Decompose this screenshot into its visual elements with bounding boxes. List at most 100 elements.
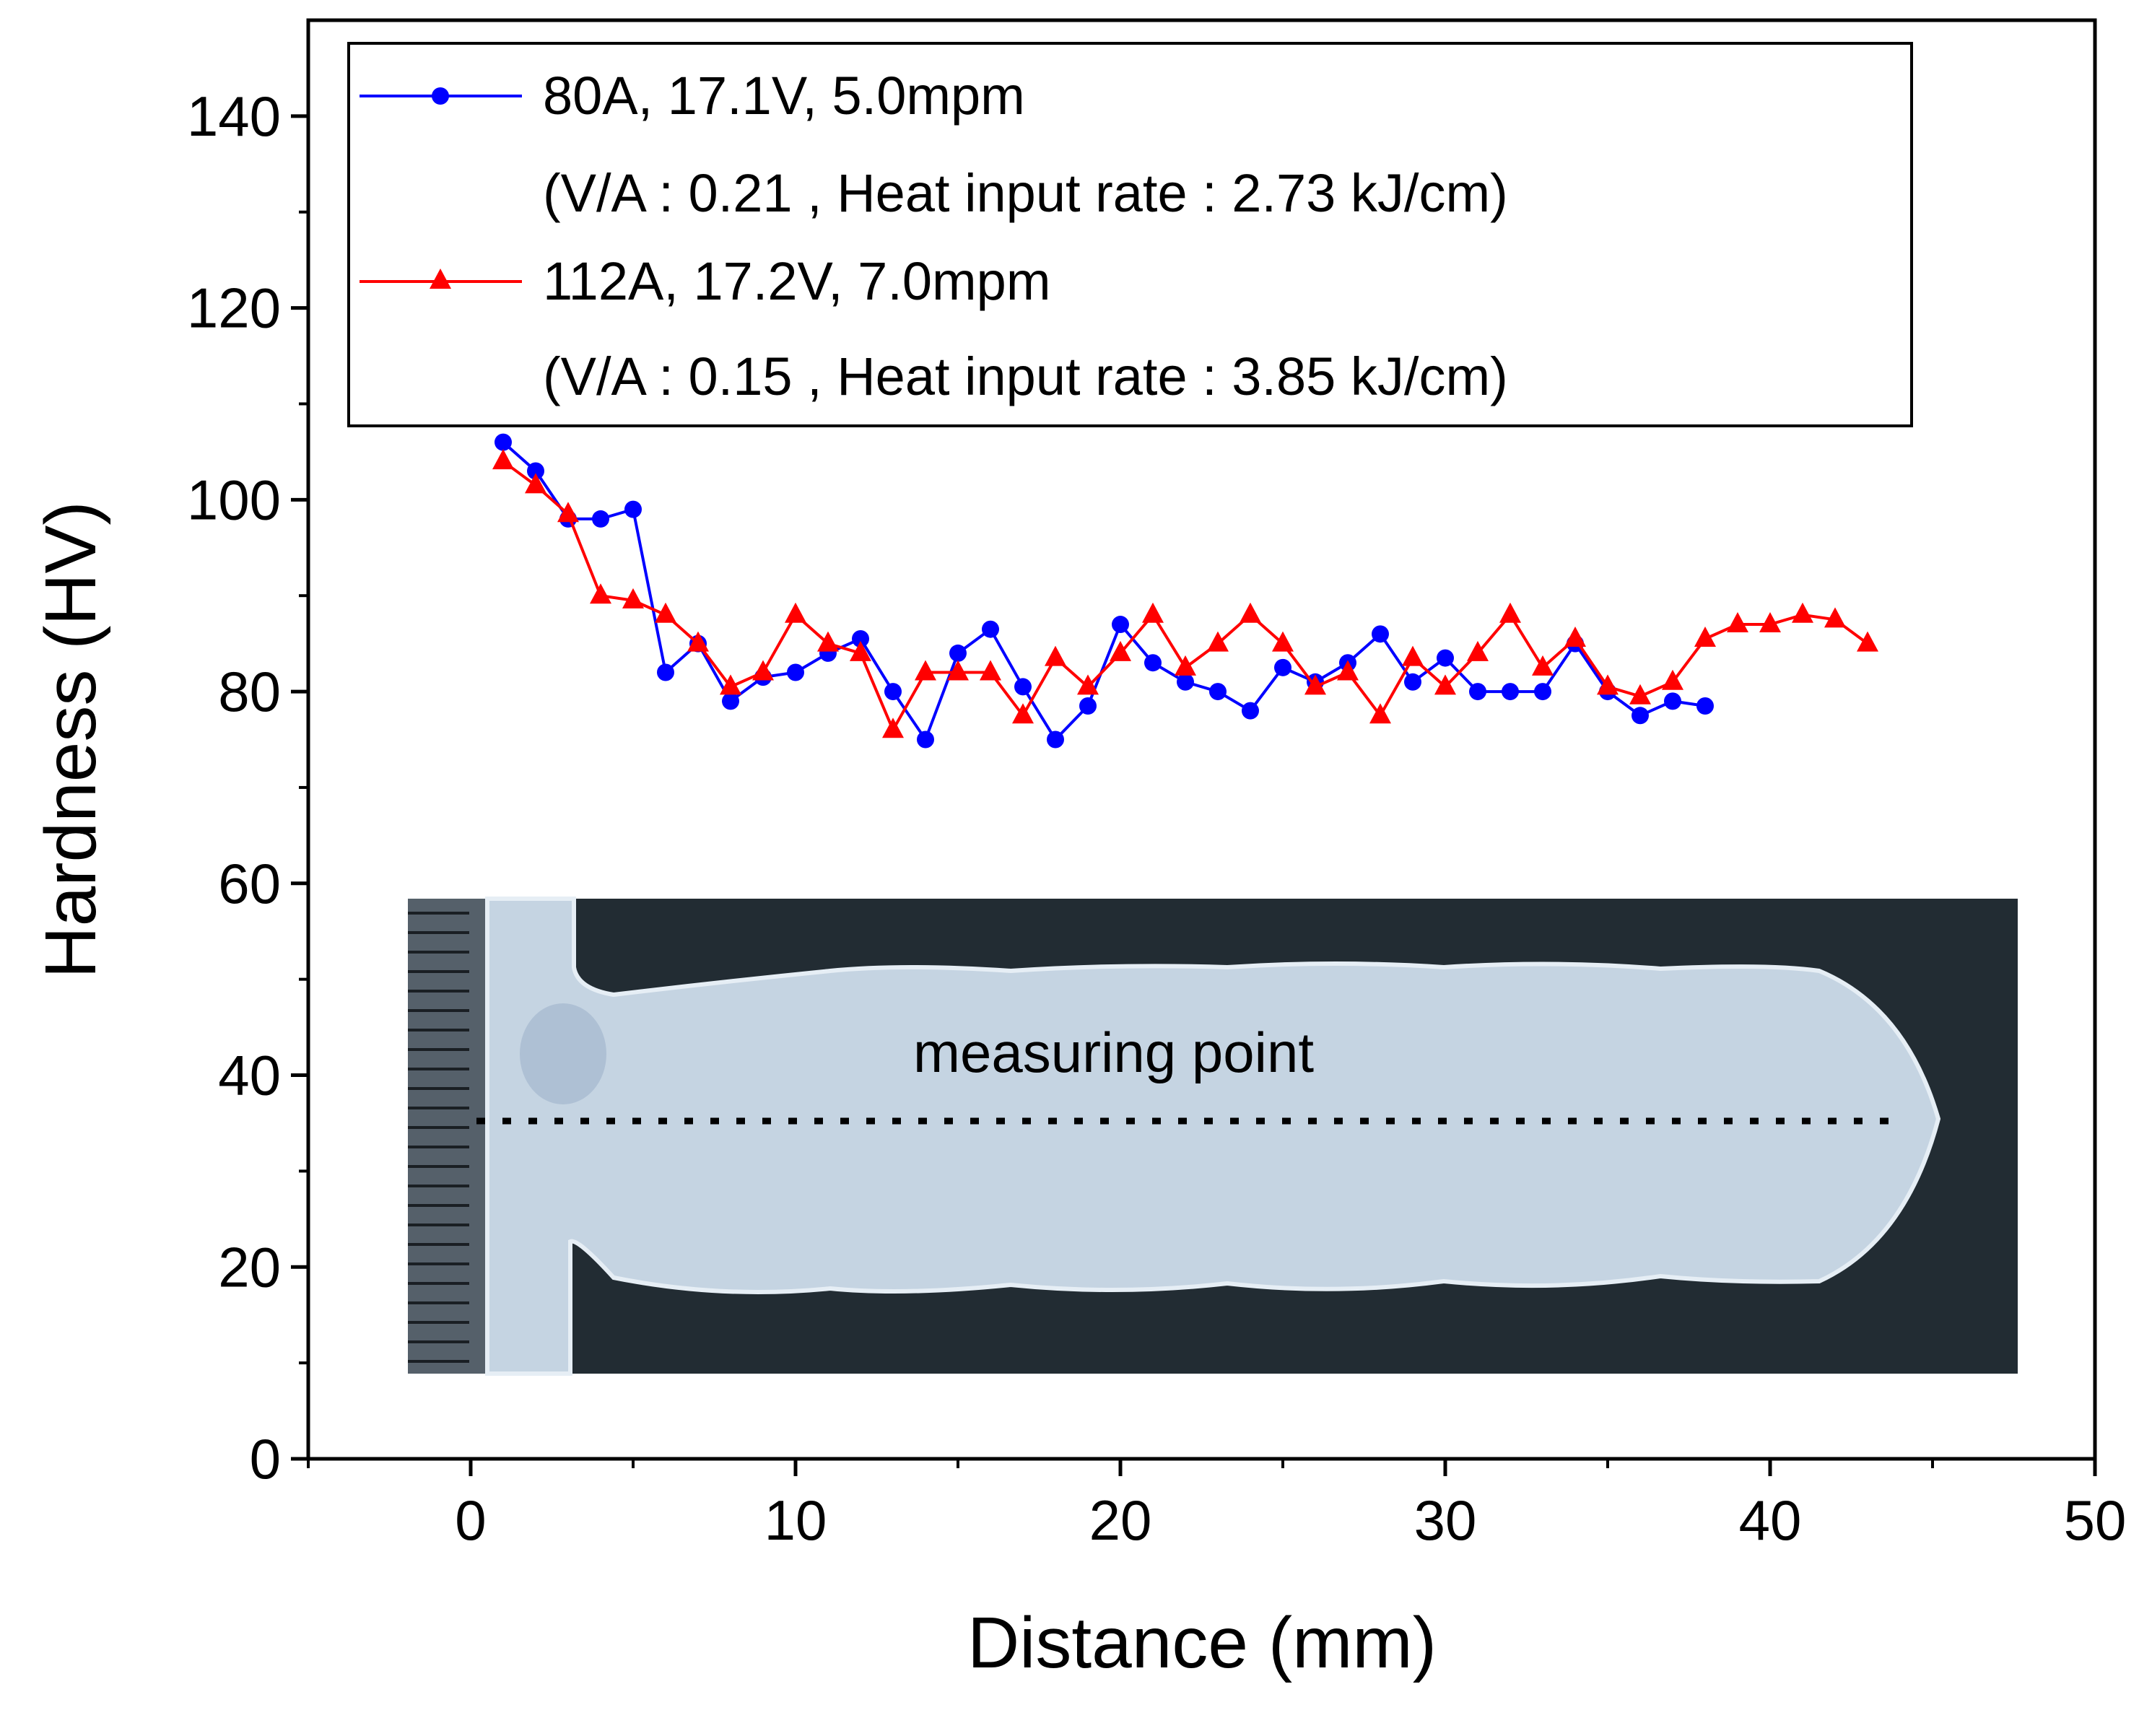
legend-entry-80a: 80A, 17.1V, 5.0mpm (V/A : 0.21 , Heat in… [360, 66, 1508, 223]
data-point [1499, 602, 1521, 623]
data-point [1857, 631, 1878, 652]
data-point [624, 500, 642, 518]
data-point [1467, 640, 1489, 661]
data-point [1437, 649, 1454, 667]
data-point [1177, 673, 1194, 691]
y-tick-label: 140 [187, 84, 281, 148]
data-point [1402, 645, 1424, 666]
y-axis: 0 20 40 60 80 100 120 140 [187, 84, 308, 1491]
x-tick-label: 0 [455, 1488, 486, 1552]
data-point [722, 692, 739, 710]
data-point [1372, 625, 1389, 643]
data-point [622, 588, 644, 609]
data-point [1564, 626, 1586, 647]
data-point [1694, 626, 1716, 647]
data-point [1469, 683, 1486, 701]
data-point [817, 631, 839, 652]
data-point [1014, 678, 1032, 696]
x-axis-title: Distance (mm) [967, 1602, 1437, 1683]
data-point [1045, 645, 1066, 666]
data-point [852, 629, 869, 647]
data-point [1532, 655, 1554, 676]
y-tick-label: 80 [218, 660, 281, 723]
series-layer [492, 433, 1878, 749]
data-point [1112, 616, 1129, 634]
legend-label-112a: 112A, 17.2V, 7.0mpm [543, 251, 1050, 311]
weld-cross-section-photo: measuring point [408, 897, 2018, 1376]
data-point [1629, 684, 1651, 705]
measuring-point-label: measuring point [913, 1021, 1314, 1084]
data-point [1727, 612, 1748, 633]
data-point [1304, 674, 1326, 695]
data-point [1759, 612, 1781, 633]
x-tick-label: 50 [2064, 1488, 2127, 1552]
data-point [1110, 640, 1131, 661]
data-point [1079, 697, 1097, 715]
data-point [1404, 673, 1421, 691]
data-point [1534, 683, 1551, 701]
y-tick-label: 40 [218, 1044, 281, 1107]
data-point [882, 717, 904, 738]
data-point [720, 674, 741, 695]
y-axis-title: Hardness (HV) [30, 501, 111, 978]
data-point [557, 502, 579, 523]
data-point [949, 644, 967, 662]
data-point [1274, 658, 1291, 676]
data-point [1337, 660, 1359, 681]
data-point [1077, 674, 1099, 695]
data-point [1272, 631, 1294, 652]
data-point [1696, 697, 1714, 715]
data-point [917, 730, 934, 749]
data-point [915, 660, 936, 681]
data-point [1369, 703, 1391, 724]
data-point [525, 473, 546, 494]
data-point [592, 510, 609, 528]
series-1 [495, 433, 1714, 749]
x-tick-label: 30 [1414, 1488, 1477, 1552]
data-point [1142, 602, 1164, 623]
data-point [495, 433, 512, 451]
legend-marker-triangle [430, 269, 451, 289]
data-point [947, 660, 969, 681]
data-point [980, 660, 1001, 681]
data-point [655, 602, 676, 623]
x-tick-label: 10 [764, 1488, 827, 1552]
data-point [850, 640, 871, 661]
data-point [1144, 654, 1162, 672]
data-point [1175, 655, 1196, 676]
data-point [492, 449, 514, 470]
data-point [657, 663, 674, 681]
y-tick-label: 100 [187, 468, 281, 531]
data-point [1664, 692, 1681, 710]
data-point [687, 631, 709, 652]
legend: 80A, 17.1V, 5.0mpm (V/A : 0.21 , Heat in… [347, 42, 1913, 427]
data-point [1047, 730, 1064, 749]
data-point [527, 462, 544, 480]
series-2 [492, 449, 1878, 738]
x-tick-label: 40 [1739, 1488, 1802, 1552]
data-point [1502, 683, 1519, 701]
data-point [1209, 683, 1227, 701]
legend-label-80a: 80A, 17.1V, 5.0mpm [543, 66, 1025, 126]
data-point [1824, 607, 1846, 628]
data-point [590, 583, 611, 604]
data-point [785, 602, 806, 623]
y-tick-label: 0 [250, 1427, 281, 1491]
data-point [1632, 707, 1649, 725]
legend-detail-112a: (V/A : 0.15 , Heat input rate : 3.85 kJ/… [543, 346, 1508, 406]
data-point [884, 683, 902, 701]
y-tick-label: 20 [218, 1235, 281, 1299]
y-tick-label: 120 [187, 276, 281, 340]
data-point [1662, 669, 1683, 690]
legend-detail-80a: (V/A : 0.21 , Heat input rate : 2.73 kJ/… [543, 163, 1508, 223]
series-line [502, 441, 1706, 743]
data-point [1207, 631, 1229, 652]
x-axis: 0 10 20 30 40 50 [307, 1459, 2127, 1552]
plot-frame [306, 18, 2097, 1461]
data-point [787, 663, 804, 681]
data-point [1597, 674, 1619, 695]
y-tick-label: 60 [218, 852, 281, 915]
data-point [982, 620, 999, 638]
data-point [1242, 702, 1259, 720]
